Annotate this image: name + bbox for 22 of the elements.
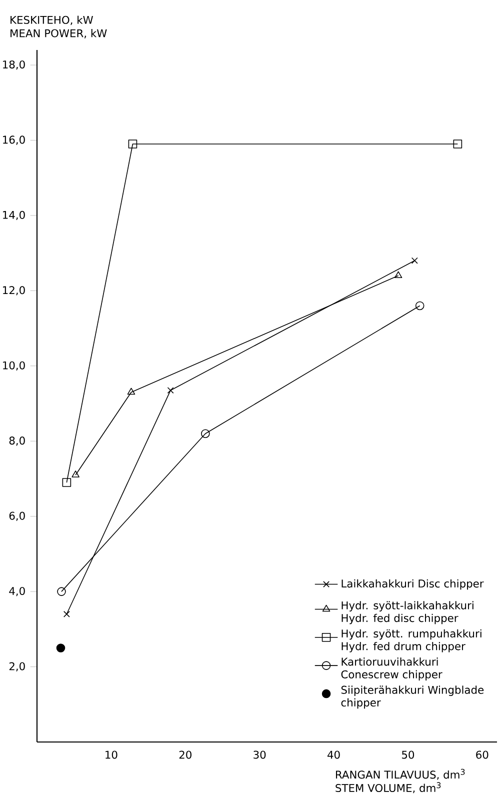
y-tick-label: 2,0 [9, 662, 25, 672]
y-tick-label: 6,0 [9, 512, 25, 521]
y-tick-label: 8,0 [9, 436, 25, 446]
y-tick-label: 18,0 [3, 60, 25, 70]
x-tick-label: 30 [254, 750, 266, 759]
x-tick-label: 60 [476, 750, 488, 759]
y-axis-title: KESKITEHO, kW MEAN POWER, kW [10, 16, 107, 38]
legend-label: Siipiterähakkuri Wingblade chipper [341, 686, 484, 709]
x-tick-label: 10 [106, 750, 118, 759]
y-tick-label: 4,0 [9, 586, 25, 596]
text: RANGAN TILAVUUS, dm$^{3}$ STEM VOLUME, dm$^{3}$ [336, 768, 465, 794]
x-tick-label: 40 [328, 750, 340, 759]
y-tick-label: 10,0 [3, 361, 25, 370]
y-tick-label: 16,0 [3, 136, 25, 145]
y-tick-label: 14,0 [3, 210, 25, 220]
legend-label: Kartioruuvihakkuri Conescrew chipper [341, 657, 442, 680]
x-tick-label: 20 [179, 750, 192, 759]
x-tick-label: 50 [402, 750, 414, 759]
legend-label: Hydr. syött-laikkahakkuri Hydr. fed disc chipper [342, 601, 474, 624]
legend-label: Hydr. syött. rumpuhakkuri Hydr. fed drum chipper [342, 629, 482, 652]
legend-label: Laikkahakkuri Disc chipper [342, 579, 484, 590]
y-tick-label: 12,0 [3, 286, 25, 296]
